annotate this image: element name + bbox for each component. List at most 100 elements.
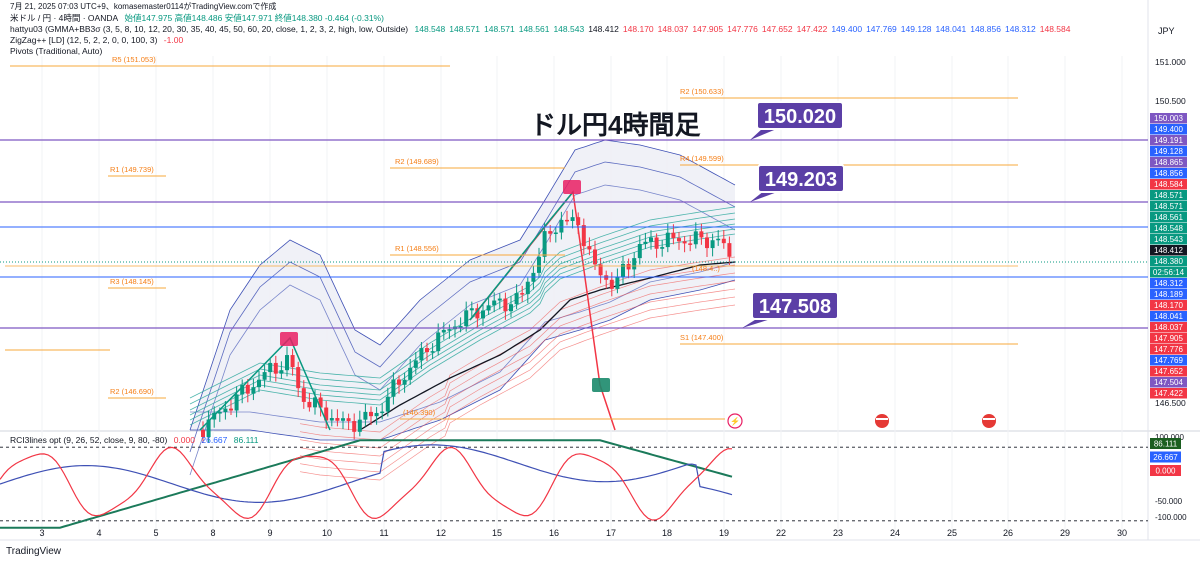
indicator-pivots-label[interactable]: Pivots (Traditional, Auto) [10,46,103,56]
zigzag-high-marker [563,180,581,194]
candle-body [710,240,715,249]
price-axis-badge [1150,366,1187,377]
candle-body [419,348,424,361]
candle-body [363,411,368,420]
price-axis-badge-label: 148.380 [1154,257,1183,266]
candle-body [705,237,709,249]
price-axis-badge-label: 148.856 [1154,169,1183,178]
tradingview-logo[interactable]: TradingView [6,546,61,557]
price-axis-tick: 151.000 [1155,57,1186,67]
zigzag-high-marker [280,332,298,346]
price-axis-badge [1150,124,1187,135]
pivot-label: R1 (149.739) [110,165,154,174]
callout-box [756,101,844,130]
candle-body [369,411,373,417]
symbol-name[interactable]: 米ドル / 円 · 4時間 · OANDA [10,13,119,23]
price-axis-badge [1150,146,1187,157]
time-axis-tick: 17 [606,528,616,538]
candle-body [621,263,625,278]
candle-body [329,418,334,421]
gmma-long-line [299,288,736,465]
candle-body [385,396,390,412]
price-axis-badge-label: 147.769 [1154,356,1183,365]
candle-body [525,281,530,295]
candle-body [581,225,586,247]
price-axis-badge-label: 148.548 [1154,224,1183,233]
pivot-label: (146.390) [403,408,436,417]
price-axis-badge [1150,201,1187,212]
candle-body [637,244,642,259]
candle-body [587,246,592,250]
candle-body [570,217,575,221]
time-axis-tick: 26 [1003,528,1013,538]
candle-body [615,277,620,289]
time-axis-tick: 19 [719,528,729,538]
gmma-long-line [299,304,736,481]
candle-body [721,238,726,244]
callout-price: 150.020 [764,106,836,128]
chart-annotation-title: ドル円4時間足 [530,110,700,140]
indicator-gmma-value: 148.571 [483,24,515,34]
price-axis-badge [1150,300,1187,311]
indicator-pivots-line: Pivots (Traditional, Auto) [10,46,106,56]
candle-body [693,231,698,245]
indicator-gmma-value: 148.584 [1039,24,1071,34]
rci-label[interactable]: RCI3lines opt (9, 26, 52, close, 9, 80, … [10,435,168,445]
candle-body [688,243,693,245]
bb-upper-1 [189,184,736,476]
rci-mid-line [0,444,733,503]
price-axis-badge-label: 149.400 [1154,125,1183,134]
callout-pointer [750,128,779,140]
candle-body [352,421,357,432]
candle-body [290,355,295,368]
time-axis-tick: 25 [947,528,957,538]
indicator-gmma-value: 148.571 [449,24,480,34]
price-axis-badge [1150,157,1187,168]
candle-body [313,397,317,408]
indicator-zigzag-line: ZigZag++ [LD] (12, 5, 2, 2, 0, 0, 100, 3… [10,35,187,45]
candle-body [296,367,301,389]
ohlc-values: 始値147.975 高値148.486 安値147.971 終値148.380 … [124,13,384,23]
rci-axis-tick: -50.000 [1155,497,1183,506]
price-axis-badge-label: 148.571 [1154,202,1183,211]
lightning-icon: ⚡ [730,416,740,426]
price-axis-badge [1150,322,1187,333]
price-axis-badge-label: 147.905 [1154,334,1183,343]
time-axis-tick: 10 [322,528,332,538]
time-axis-tick: 4 [96,528,101,538]
gmma-long-line [299,280,736,457]
indicator-gmma-value: 147.776 [727,24,758,34]
candle-body [374,412,379,417]
candle-body [245,384,250,394]
candle-body [492,300,497,306]
candle-body [240,384,245,395]
candle-body [609,279,614,289]
indicator-zigzag-label[interactable]: ZigZag++ [LD] (12, 5, 2, 2, 0, 0, 100, 3… [10,35,158,45]
us-flag-icon [875,414,889,428]
pivot-label: R2 (149.689) [395,157,439,166]
price-axis-badge-label: 148.865 [1154,158,1183,167]
candle-body [475,308,480,319]
rci-axis-badge-label: 26.667 [1153,453,1178,462]
indicator-gmma-value: 149.400 [831,24,863,34]
indicator-gmma-line: hattyu03 (GMMA+BB3σ (3, 5, 8, 10, 12, 20… [10,24,1078,34]
gmma-short-line [189,206,736,399]
price-axis-badge [1150,278,1187,289]
candle-body [576,217,581,226]
zigzag-low-marker [592,378,610,392]
time-axis-tick: 24 [890,528,900,538]
event-icon [727,413,743,429]
candle-body [716,238,721,241]
price-axis-badge-label: 148.312 [1154,279,1183,288]
indicator-gmma-value: 147.422 [796,24,828,34]
indicator-gmma-label[interactable]: hattyu03 (GMMA+BB3σ (3, 5, 8, 10, 12, 20… [10,24,409,34]
candle-body [268,362,273,373]
candle-body [341,418,345,421]
candle-body [229,408,233,411]
indicator-gmma-value: 148.856 [970,24,1001,34]
callout-box [751,291,839,320]
rci-value-long: 86.111 [233,435,259,445]
price-axis-badge-label: 147.422 [1154,389,1183,398]
candle-body [285,355,289,371]
